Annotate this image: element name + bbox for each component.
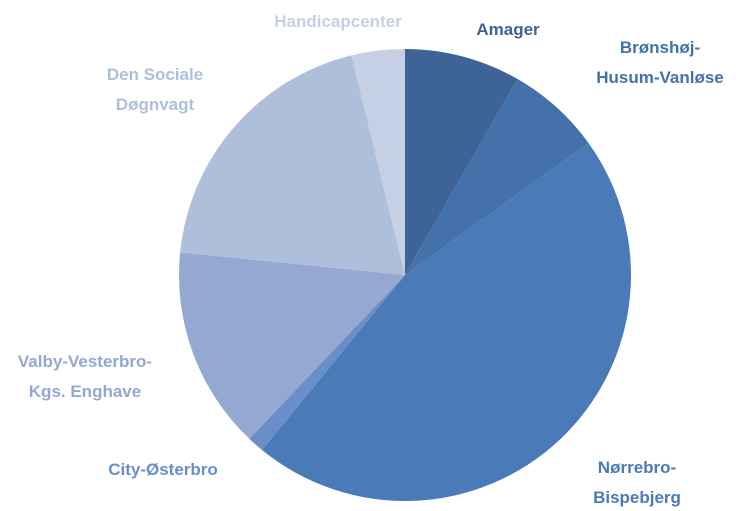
pie-slice (405, 79, 589, 275)
pie-slice (262, 143, 631, 501)
slice-label: Nørrebro-Bispebjerg (593, 458, 681, 507)
slice-label: City-Østerbro (108, 460, 218, 479)
pie-slice (405, 49, 518, 275)
slice-label: Handicapcenter (274, 12, 402, 31)
pie-slice (178, 252, 405, 439)
pie-slice (249, 275, 405, 451)
slice-label: Brønshøj-Husum-Vanløse (596, 38, 724, 87)
pie-slice (351, 49, 405, 275)
slice-label: Den Sociale Døgnvagt (106, 65, 204, 114)
slice-label: Amager (476, 20, 540, 39)
pie-slice (180, 55, 405, 276)
slice-label: Valby-Vesterbro-Kgs. Enghave (17, 352, 153, 401)
